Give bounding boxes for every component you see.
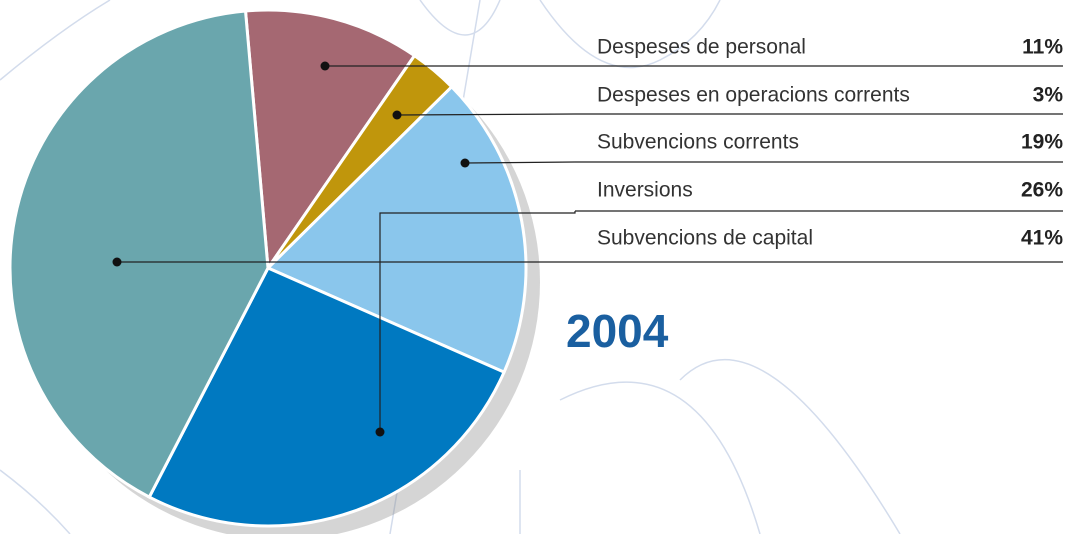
legend-label: Despeses en operacions corrents — [597, 84, 910, 107]
legend-value: 3% — [1033, 84, 1064, 107]
leader-line — [464, 161, 576, 164]
pie-slice — [8, 9, 270, 500]
legend-value: 41% — [1021, 227, 1063, 250]
year-label: 2004 — [566, 305, 669, 357]
leader-line — [379, 211, 576, 432]
leader-dot — [320, 61, 330, 71]
legend-label: Subvencions de capital — [597, 227, 813, 250]
legend-value: 26% — [1021, 179, 1063, 202]
legend-label: Subvencions corrents — [597, 131, 799, 154]
legend-label: Inversions — [597, 179, 693, 202]
leader-dot — [460, 158, 470, 168]
leader-dot — [112, 257, 122, 267]
leader-dot — [375, 427, 385, 437]
legend-value: 19% — [1021, 131, 1063, 154]
legend-value: 11% — [1022, 36, 1063, 59]
leader-line — [396, 113, 576, 116]
pie-slice — [243, 8, 417, 273]
leader-dot — [392, 110, 402, 120]
pie-slice — [147, 266, 507, 528]
legend-label: Despeses de personal — [597, 36, 806, 59]
pie-slice — [265, 84, 528, 375]
